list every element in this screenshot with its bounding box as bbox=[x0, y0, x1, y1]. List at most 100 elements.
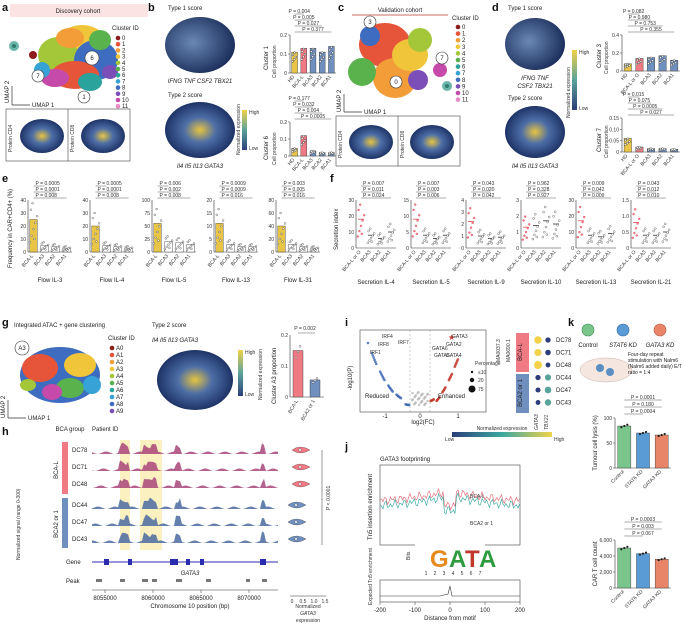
gene-gata4: GATA4 bbox=[446, 353, 462, 359]
title: GATA3 footprinting bbox=[380, 457, 430, 463]
data-point bbox=[280, 232, 283, 235]
y-tick-label: 0 bbox=[85, 250, 88, 256]
legend-swatch bbox=[109, 394, 115, 400]
gene-row-label: Gene bbox=[66, 560, 81, 566]
data-point bbox=[663, 557, 666, 560]
data-point bbox=[290, 239, 293, 242]
group-gata3: GATA3 KD bbox=[646, 343, 675, 349]
data-point bbox=[497, 232, 500, 235]
x-tick-label: BCA3 bbox=[33, 253, 46, 267]
data-point bbox=[368, 239, 371, 242]
legend-title: Cluster ID bbox=[108, 336, 135, 342]
data-point bbox=[424, 227, 427, 230]
umap-y-label: UMAP 2 bbox=[1, 395, 7, 418]
y-tick-label: 10 bbox=[206, 224, 212, 230]
pval-label: P = 0.177 bbox=[288, 96, 310, 102]
data-point bbox=[670, 63, 673, 67]
data-point bbox=[299, 244, 302, 247]
volcano-point bbox=[370, 351, 374, 355]
colorbar bbox=[238, 350, 243, 396]
y-tick-label: 30 bbox=[568, 198, 574, 204]
data-point bbox=[624, 63, 627, 66]
chart-bottom-prop-label: Cell proportion bbox=[272, 132, 278, 165]
legend-swatch bbox=[109, 380, 115, 386]
volcano-point bbox=[410, 398, 414, 402]
data-point bbox=[155, 208, 158, 211]
legend-label: A5 bbox=[116, 381, 124, 387]
data-point bbox=[553, 232, 556, 236]
legend-label: 5 bbox=[462, 58, 466, 64]
volcano-ylabel: -log10(P) bbox=[348, 366, 354, 391]
data-point bbox=[660, 59, 664, 63]
data-point bbox=[126, 245, 129, 248]
violin-xlabel-3: expression bbox=[296, 618, 320, 624]
bar-chart-a3: 0 0.1 0.2 BCA-L BCA2 or 1 bbox=[281, 332, 324, 422]
size-val-2: 20 bbox=[478, 378, 484, 384]
data-point bbox=[473, 216, 476, 220]
data-point bbox=[486, 242, 489, 246]
panel-label-d: d bbox=[492, 2, 499, 14]
x-tick-label: HD bbox=[287, 157, 296, 167]
data-point bbox=[288, 240, 291, 243]
data-point bbox=[302, 134, 305, 138]
cell-icon bbox=[442, 81, 452, 91]
pval-label: P = 0.008 bbox=[98, 193, 120, 199]
data-point bbox=[311, 47, 315, 51]
legend-label: A3 bbox=[116, 367, 124, 373]
volcano-point bbox=[441, 391, 444, 394]
gene-irf7: IRF7 bbox=[398, 340, 409, 346]
data-point bbox=[328, 48, 331, 52]
bar bbox=[226, 243, 235, 253]
data-point bbox=[489, 239, 493, 242]
type1-umap bbox=[505, 18, 565, 70]
data-point bbox=[361, 219, 364, 222]
data-point bbox=[31, 202, 34, 205]
data-point bbox=[590, 240, 593, 243]
signal-ylabel: Normalized signal (range 0-300) bbox=[16, 488, 22, 560]
data-point bbox=[624, 143, 627, 146]
cohort-title: Discovery cohort bbox=[56, 9, 101, 15]
data-point bbox=[164, 237, 167, 240]
data-point bbox=[626, 141, 629, 145]
pval-label: P = 0.003 bbox=[418, 187, 440, 193]
data-point bbox=[189, 245, 192, 248]
data-point bbox=[101, 248, 104, 252]
y-tick-label: 2 bbox=[461, 222, 464, 228]
data-point bbox=[292, 58, 296, 61]
x-tick-label: BCA1 bbox=[179, 253, 192, 267]
data-point bbox=[158, 225, 161, 228]
y-tick-label: 0.10 bbox=[609, 127, 619, 133]
dot bbox=[545, 362, 551, 368]
signal-track bbox=[92, 460, 278, 471]
dot bbox=[544, 399, 552, 406]
protein-cd8-label: Protein CD8 bbox=[400, 131, 406, 158]
protocol-box: Four-day repeat stimulation with Nalm6 (… bbox=[628, 352, 682, 376]
y-tick-label: 0 bbox=[147, 250, 150, 256]
pval-label: P = 0.355 bbox=[640, 27, 662, 33]
pval-label: P = 0.007 bbox=[363, 181, 385, 187]
data-point bbox=[599, 229, 602, 233]
data-point bbox=[226, 240, 229, 243]
callout-7 bbox=[435, 51, 449, 65]
data-point bbox=[534, 229, 538, 232]
y-tick-label: 20 bbox=[206, 198, 212, 204]
volcano-point bbox=[413, 395, 416, 399]
panel-label-k: k bbox=[568, 317, 575, 329]
data-point bbox=[116, 247, 119, 250]
protein-cd4-umap bbox=[20, 119, 64, 153]
data-point bbox=[306, 245, 309, 248]
data-point bbox=[222, 219, 225, 222]
data-point bbox=[321, 51, 324, 54]
data-point bbox=[302, 247, 305, 250]
data-point bbox=[674, 61, 677, 64]
data-point bbox=[123, 249, 126, 252]
callout-0 bbox=[389, 75, 403, 89]
data-point bbox=[319, 53, 322, 57]
x-tick-label: BCA3 bbox=[640, 153, 653, 167]
data-point bbox=[670, 60, 674, 63]
patient-id: DC48 bbox=[556, 363, 572, 369]
data-point bbox=[28, 241, 31, 244]
data-point bbox=[554, 228, 558, 231]
